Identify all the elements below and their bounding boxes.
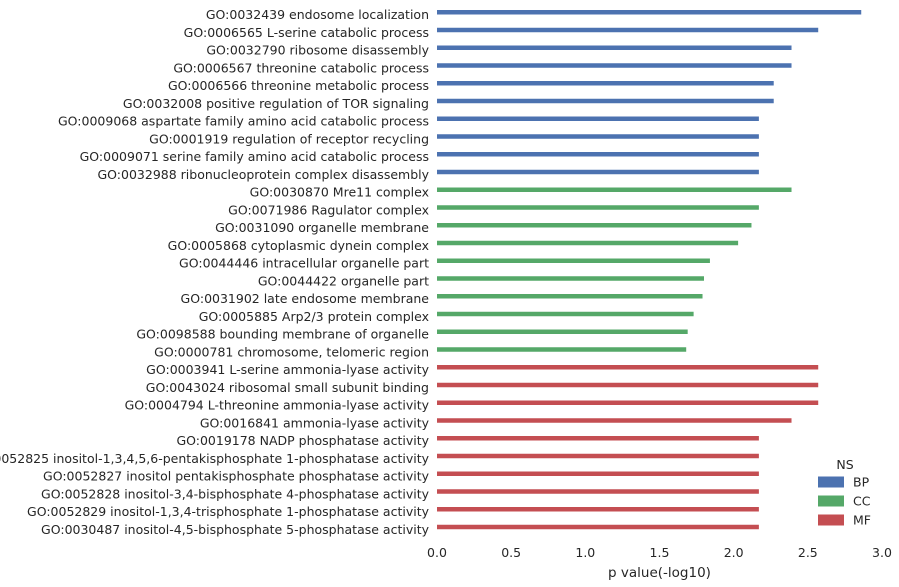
bar (437, 347, 687, 352)
bar (437, 294, 703, 299)
category-label: GO:0032988 ribonucleoprotein complex dis… (97, 167, 429, 182)
category-label: GO:0052829 inositol-1,3,4-trisphosphate … (27, 504, 430, 519)
x-tick-label: 1.5 (650, 545, 670, 560)
bar (437, 453, 759, 459)
category-label: GO:0031090 organelle membrane (215, 220, 429, 235)
bar (437, 10, 862, 15)
bar (437, 152, 759, 157)
category-label: GO:0052825 inositol-1,3,4,5,6-pentakisph… (0, 451, 430, 466)
bar (437, 524, 759, 530)
x-tick-label: 0.0 (427, 545, 447, 560)
category-label: GO:0009068 aspartate family amino acid c… (58, 114, 429, 129)
bar (437, 418, 792, 423)
bar (437, 507, 759, 512)
x-axis-title: p value(-log10) (608, 565, 711, 581)
legend-title: NS (836, 457, 853, 472)
category-label: GO:0030487 inositol-4,5-bisphosphate 5-p… (41, 522, 430, 537)
bar (437, 258, 710, 263)
bar (437, 329, 688, 334)
legend-entry-label: BP (853, 475, 870, 490)
category-label: GO:0071986 Ragulator complex (228, 202, 429, 217)
category-label: GO:0009071 serine family amino acid cata… (80, 149, 429, 164)
x-tick-label: 2.0 (724, 545, 744, 560)
category-label: GO:0043024 ribosomal small subunit bindi… (146, 380, 429, 395)
bar (437, 311, 694, 317)
bar (437, 45, 792, 50)
bar (437, 27, 819, 33)
category-label: GO:0003941 L-serine ammonia-lyase activi… (146, 362, 429, 377)
x-tick-label: 3.0 (872, 545, 892, 560)
category-label: GO:0005885 Arp2/3 protein complex (199, 309, 429, 324)
legend-entry-label: MF (853, 513, 871, 528)
bar (437, 187, 792, 192)
category-label: GO:0000781 chromosome, telomeric region (154, 344, 429, 359)
category-label: GO:0006566 threonine metabolic process (168, 78, 429, 93)
category-label: GO:0004794 L-threonine ammonia-lyase act… (125, 398, 430, 413)
bar (437, 471, 759, 476)
bar (437, 365, 819, 370)
x-axis-ticks: 0.0 0.5 1.0 1.5 2.0 2.5 3.0 (427, 545, 892, 560)
category-label: GO:0001919 regulation of receptor recycl… (149, 131, 429, 146)
category-label: GO:0019178 NADP phosphatase activity (176, 433, 429, 448)
legend-swatch (818, 476, 844, 488)
category-label: GO:0016841 ammonia-lyase activity (200, 415, 430, 430)
category-label: GO:0032790 ribosome disassembly (206, 43, 429, 58)
bar (437, 382, 819, 388)
bar (437, 205, 759, 210)
bar (437, 436, 759, 441)
category-label: GO:0006567 threonine catabolic process (173, 60, 429, 75)
bar (437, 169, 759, 175)
legend-entry-label: CC (853, 494, 871, 509)
bar-series (437, 10, 862, 530)
x-tick-label: 1.0 (575, 545, 595, 560)
category-labels: GO:0032439 endosome localization GO:00065… (0, 7, 430, 537)
bar (437, 400, 819, 405)
bar (437, 116, 759, 121)
bar (437, 489, 759, 494)
legend-entries: BP CC MF (818, 475, 871, 528)
legend-swatch (818, 514, 844, 526)
category-label: GO:0098588 bounding membrane of organell… (136, 327, 429, 342)
category-label: GO:0044422 organelle part (258, 273, 429, 288)
category-label: GO:0032008 positive regulation of TOR si… (123, 96, 429, 111)
category-label: GO:0052827 inositol pentakisphosphate ph… (43, 469, 430, 484)
category-label: GO:0032439 endosome localization (206, 7, 429, 22)
bar (437, 134, 759, 139)
category-label: GO:0031902 late endosome membrane (181, 291, 430, 306)
category-label: GO:0030870 Mre11 complex (250, 185, 429, 200)
bar (437, 240, 739, 246)
legend-swatch (818, 495, 844, 507)
x-tick-label: 0.5 (501, 545, 521, 560)
x-tick-label: 2.5 (798, 545, 818, 560)
category-label: GO:0006565 L-serine catabolic process (184, 25, 429, 40)
bar (437, 223, 752, 228)
legend: NS BP CC MF (818, 457, 871, 528)
bar (437, 98, 774, 104)
bar (437, 276, 704, 281)
category-label: GO:0044446 intracellular organelle part (179, 256, 429, 271)
bar (437, 63, 792, 68)
category-label: GO:0005868 cytoplasmic dynein complex (168, 238, 429, 253)
category-label: GO:0052828 inositol-3,4-bisphosphate 4-p… (41, 486, 430, 501)
bar (437, 81, 774, 86)
